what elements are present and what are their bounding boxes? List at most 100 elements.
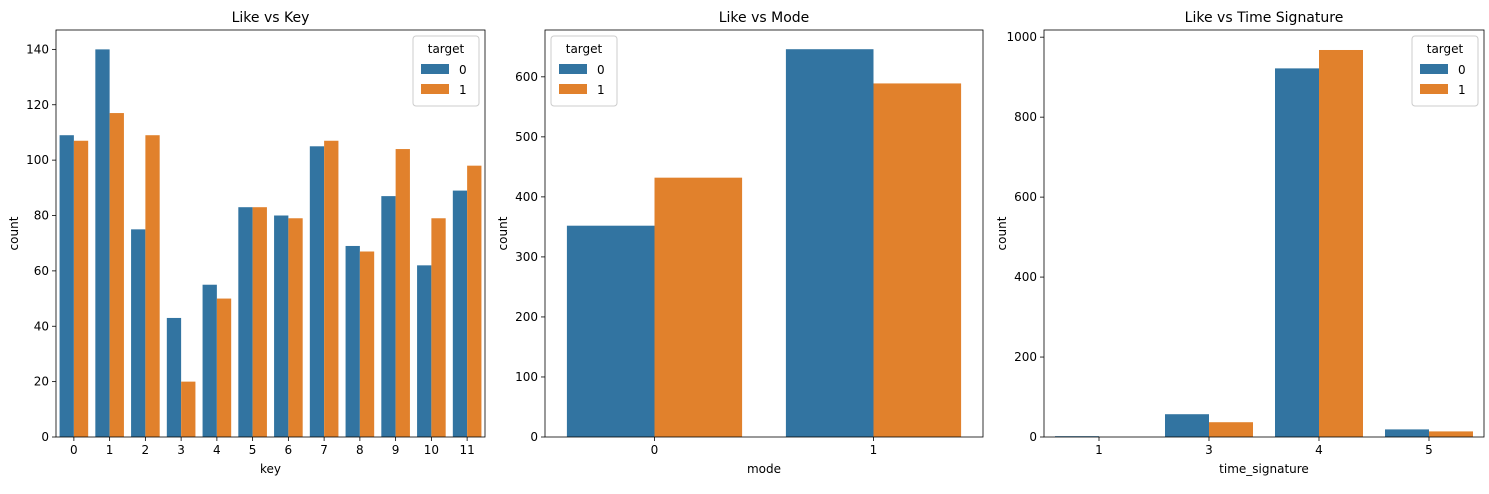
legend-label-1: 1 xyxy=(1458,83,1466,97)
bar-4-target-0 xyxy=(1275,68,1319,437)
legend-label-0: 0 xyxy=(459,63,467,77)
bar-7-target-0 xyxy=(309,146,325,438)
bar-6-target-1 xyxy=(288,218,303,437)
legend-label-0: 0 xyxy=(1458,63,1466,77)
y-tick-label: 200 xyxy=(515,310,538,324)
x-tick-label: 7 xyxy=(320,443,328,457)
chart-title: Like vs Mode xyxy=(719,10,810,26)
bar-10-target-1 xyxy=(431,218,446,437)
y-tick-label: 120 xyxy=(26,98,49,112)
bar-11-target-1 xyxy=(467,165,482,438)
y-tick-label: 1000 xyxy=(1006,30,1037,44)
x-tick-label: 1 xyxy=(1095,443,1103,457)
bar-1-target-0 xyxy=(785,49,874,438)
x-tick-label: 10 xyxy=(424,443,439,457)
legend-swatch-0 xyxy=(559,64,587,74)
legend-label-1: 1 xyxy=(597,83,605,97)
chart-title: Like vs Time Signature xyxy=(1185,10,1344,26)
axes-frame xyxy=(544,29,984,438)
y-tick-label: 600 xyxy=(515,70,538,84)
bar-1-target-1 xyxy=(873,83,962,438)
x-axis-label: key xyxy=(260,462,281,476)
y-tick-label: 500 xyxy=(515,130,538,144)
y-tick-label: 200 xyxy=(1014,350,1037,364)
bar-3-target-0 xyxy=(1165,414,1209,437)
bar-5-target-0 xyxy=(1385,429,1429,437)
y-tick-label: 20 xyxy=(34,375,49,389)
y-tick-label: 100 xyxy=(26,153,49,167)
legend-swatch-0 xyxy=(421,64,449,74)
bar-2-target-1 xyxy=(145,135,160,437)
x-axis-label: time_signature xyxy=(1219,462,1309,476)
bar-11-target-0 xyxy=(452,190,468,437)
legend: target 0 1 xyxy=(1411,35,1479,107)
bar-2-target-0 xyxy=(131,229,146,437)
axes-frame xyxy=(55,29,486,438)
bar-3-target-1 xyxy=(181,381,196,437)
bar-3-target-0 xyxy=(166,317,182,437)
bar-3-target-1 xyxy=(1209,422,1253,437)
x-tick-label: 0 xyxy=(70,443,78,457)
y-tick-label: 0 xyxy=(41,430,49,444)
y-tick-label: 60 xyxy=(34,264,49,278)
bar-10-target-0 xyxy=(417,265,432,437)
bar-5-target-0 xyxy=(238,207,253,437)
y-axis-label: count xyxy=(7,216,21,250)
chart-title: Like vs Key xyxy=(232,10,310,26)
bar-4-target-0 xyxy=(202,284,217,437)
legend: target 0 1 xyxy=(412,35,480,107)
bar-5-target-1 xyxy=(252,207,267,437)
bar-0-target-0 xyxy=(59,135,74,437)
legend-swatch-1 xyxy=(421,84,449,94)
x-tick-label: 1 xyxy=(870,443,878,457)
x-tick-label: 8 xyxy=(356,443,364,457)
bar-1-target-1 xyxy=(109,113,124,437)
bar-9-target-1 xyxy=(395,149,410,438)
legend-swatch-1 xyxy=(1420,84,1448,94)
bar-6-target-0 xyxy=(274,215,289,437)
legend-title: target xyxy=(566,42,603,56)
x-tick-label: 0 xyxy=(651,443,659,457)
y-tick-label: 300 xyxy=(515,250,538,264)
bar-8-target-0 xyxy=(345,245,360,437)
x-tick-label: 3 xyxy=(177,443,185,457)
bar-4-target-1 xyxy=(216,298,232,437)
x-tick-label: 6 xyxy=(285,443,293,457)
bar-4-target-1 xyxy=(1319,49,1363,438)
x-axis-label: mode xyxy=(747,462,781,476)
legend-title: target xyxy=(1427,42,1464,56)
x-tick-label: 5 xyxy=(1425,443,1433,457)
legend-label-1: 1 xyxy=(459,83,467,97)
y-tick-label: 0 xyxy=(1029,430,1037,444)
bar-0-target-1 xyxy=(654,177,743,438)
chart-panel-1: 0 1 0 100 200 300 400 500 600 Like vs Mode mode cou… xyxy=(496,10,984,476)
y-tick-label: 600 xyxy=(1014,190,1037,204)
bar-9-target-0 xyxy=(381,196,396,437)
y-tick-label: 80 xyxy=(34,209,49,223)
x-tick-label: 1 xyxy=(106,443,114,457)
x-tick-label: 4 xyxy=(1315,443,1323,457)
bar-5-target-1 xyxy=(1429,431,1473,437)
y-tick-label: 800 xyxy=(1014,110,1037,124)
bar-7-target-1 xyxy=(324,140,339,437)
y-axis-label: count xyxy=(995,216,1009,250)
y-axis-label: count xyxy=(496,216,510,250)
y-tick-label: 400 xyxy=(1014,270,1037,284)
y-tick-label: 100 xyxy=(515,370,538,384)
x-tick-label: 5 xyxy=(249,443,257,457)
legend-swatch-0 xyxy=(1420,64,1448,74)
x-tick-label: 4 xyxy=(213,443,221,457)
legend-title: target xyxy=(428,42,465,56)
x-tick-label: 9 xyxy=(392,443,400,457)
bar-0-target-1 xyxy=(73,140,89,437)
x-tick-label: 11 xyxy=(459,443,474,457)
bar-0-target-0 xyxy=(566,225,655,437)
bar-1-target-0 xyxy=(95,49,110,437)
legend: target 0 1 xyxy=(550,35,618,107)
axes-frame xyxy=(1043,29,1485,438)
y-tick-label: 400 xyxy=(515,190,538,204)
y-tick-label: 40 xyxy=(34,319,49,333)
legend-swatch-1 xyxy=(559,84,587,94)
